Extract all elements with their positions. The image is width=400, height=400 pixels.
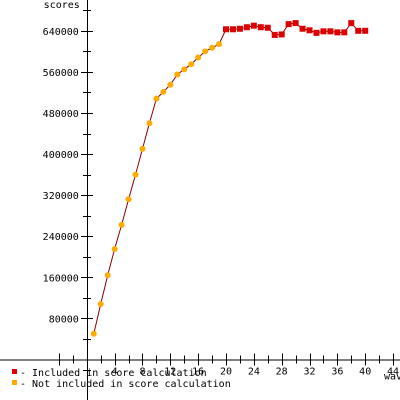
data-point-included — [271, 31, 278, 38]
legend-label-included: - Included in score calculation — [20, 368, 207, 379]
data-point-included — [257, 24, 264, 31]
x-tick-label: 12 — [164, 366, 176, 377]
data-point-not-included — [146, 120, 153, 127]
data-point-not-included — [167, 81, 174, 88]
data-point-included — [320, 28, 327, 35]
x-axis-title: wav — [384, 371, 400, 382]
x-tick-label: 16 — [192, 366, 204, 377]
y-axis-title: scores — [44, 0, 80, 11]
data-point-not-included — [202, 48, 209, 55]
legend-swatch-not-included — [12, 380, 17, 385]
data-point-not-included — [118, 221, 125, 228]
x-tick-label: 4 — [112, 366, 118, 377]
x-tick-label: 20 — [220, 366, 232, 377]
legend-swatch-included — [12, 369, 17, 374]
data-point-included — [229, 26, 236, 33]
data-point-not-included — [195, 54, 202, 61]
series-line — [93, 22, 366, 334]
data-point-included — [299, 25, 306, 32]
data-point-not-included — [104, 272, 111, 279]
x-tick-label: 36 — [331, 366, 343, 377]
data-markers — [90, 20, 369, 337]
y-tick-label: 240000 — [43, 232, 79, 243]
data-point-included — [362, 27, 369, 34]
data-point-included — [250, 22, 257, 29]
y-tick-label: 320000 — [43, 191, 79, 202]
tick-labels: 4 8 12 16 20 24 28 32 36 40 44 80000 160000 240000 320… — [43, 27, 399, 378]
data-point-not-included — [125, 196, 132, 203]
data-point-not-included — [181, 66, 188, 73]
y-tick-label: 560000 — [43, 68, 79, 79]
x-tick-label: 40 — [359, 366, 371, 377]
data-point-included — [341, 29, 348, 36]
data-point-not-included — [209, 44, 216, 51]
data-point-included — [348, 20, 355, 27]
data-point-not-included — [216, 41, 223, 48]
data-point-not-included — [174, 71, 181, 78]
x-tick-label: 28 — [276, 366, 288, 377]
data-point-not-included — [139, 145, 146, 152]
data-point-not-included — [188, 61, 195, 68]
data-point-included — [278, 31, 285, 38]
data-point-included — [355, 27, 362, 34]
data-point-included — [236, 25, 243, 32]
data-point-not-included — [97, 301, 104, 307]
data-point-included — [243, 24, 250, 31]
y-tick-label: 160000 — [43, 273, 79, 284]
y-tick-label: 480000 — [43, 109, 79, 120]
y-tick-label: 640000 — [43, 27, 79, 38]
data-point-included — [264, 24, 271, 31]
data-point-included — [223, 26, 229, 33]
x-tick-label: 44 — [387, 366, 399, 377]
data-point-not-included — [132, 171, 139, 178]
data-point-included — [292, 20, 299, 27]
legend: - Included in score calculation - Not in… — [12, 368, 231, 390]
x-tick-label: 8 — [139, 366, 145, 377]
data-point-not-included — [90, 330, 97, 337]
x-tick-label: 32 — [303, 366, 315, 377]
data-point-not-included — [111, 246, 118, 253]
data-point-not-included — [153, 95, 160, 102]
y-tick-label: 80000 — [49, 314, 79, 325]
data-point-included — [306, 27, 313, 34]
data-point-included — [313, 29, 320, 36]
data-point-included — [334, 29, 341, 36]
x-tick-label: 24 — [248, 366, 260, 377]
data-point-not-included — [160, 88, 167, 95]
data-point-included — [327, 28, 334, 35]
data-point-included — [285, 21, 292, 28]
legend-label-not-included: - Not included in score calculation — [20, 379, 231, 390]
tick-marks — [59, 10, 394, 371]
y-tick-label: 400000 — [43, 150, 79, 161]
